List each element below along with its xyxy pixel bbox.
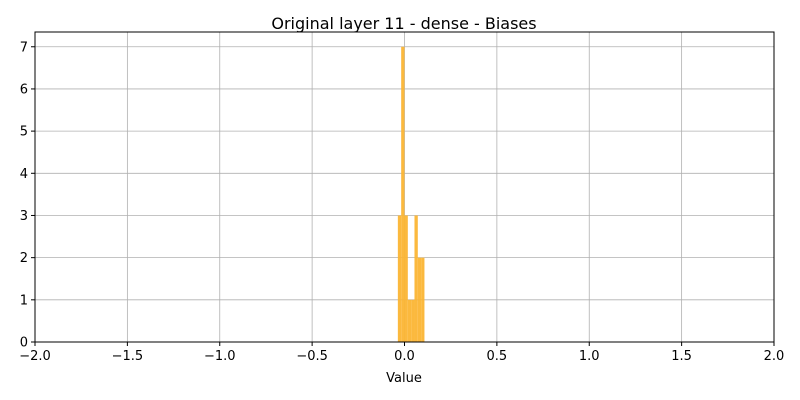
histogram-bar <box>417 257 422 342</box>
x-tick-label: 2.0 <box>764 349 785 364</box>
histogram-bars <box>397 46 425 343</box>
y-tick-label: 0 <box>20 336 28 351</box>
x-tick-label: −1.5 <box>112 349 144 364</box>
y-axis-ticks: 0 1 2 3 4 5 6 7 <box>20 40 35 351</box>
histogram-bar <box>401 46 405 343</box>
histogram-bar <box>421 257 425 342</box>
y-tick-label: 1 <box>20 293 28 308</box>
histogram-bar <box>414 215 418 342</box>
x-tick-label: 1.0 <box>579 349 600 364</box>
x-axis-label: Value <box>386 371 422 386</box>
y-tick-label: 7 <box>20 40 28 55</box>
y-tick-label: 3 <box>20 209 28 224</box>
x-tick-label: 0.0 <box>394 349 415 364</box>
y-tick-label: 5 <box>20 125 28 140</box>
y-tick-label: 4 <box>20 167 28 182</box>
x-tick-label: 0.5 <box>487 349 508 364</box>
x-tick-label: −0.5 <box>296 349 328 364</box>
chart-title: Original layer 11 - dense - Biases <box>271 14 536 33</box>
histogram-bar <box>411 299 415 342</box>
x-tick-label: −1.0 <box>204 349 236 364</box>
x-tick-label: −2.0 <box>19 349 51 364</box>
y-tick-label: 2 <box>20 251 28 266</box>
x-axis-ticks: −2.0 −1.5 −1.0 −0.5 0.0 0.5 1.0 1.5 2.0 <box>19 342 784 364</box>
y-tick-label: 6 <box>20 82 28 97</box>
x-tick-label: 1.5 <box>671 349 692 364</box>
histogram-bar <box>397 215 402 342</box>
histogram-bar <box>407 299 412 342</box>
histogram-bar <box>404 215 408 342</box>
